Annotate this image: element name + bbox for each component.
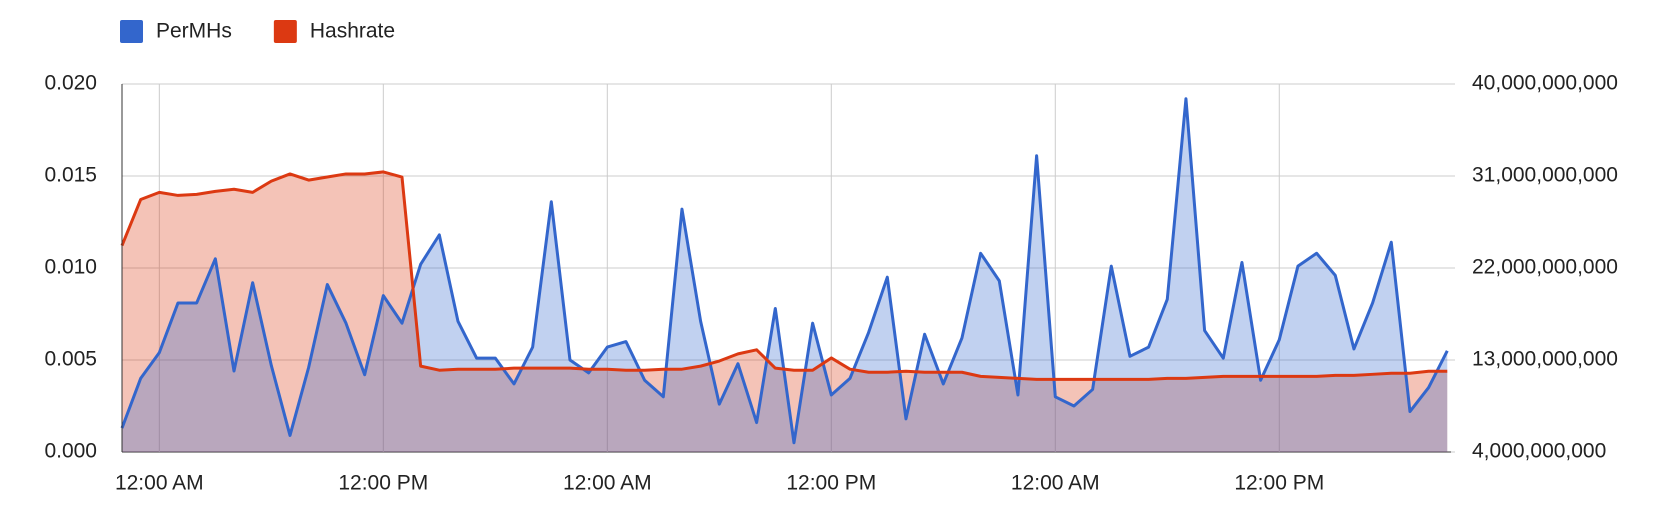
- legend-label: PerMHs: [156, 20, 232, 43]
- line: [120, 170, 1448, 381]
- y-tick-label: 0.010: [44, 256, 97, 279]
- y2-tick-label: 4,000,000,000: [1472, 440, 1606, 463]
- x-tick-label: 12:00 AM: [563, 472, 652, 495]
- area: [122, 171, 1448, 452]
- y-tick-label: 0.015: [44, 164, 97, 187]
- y-tick-label: 0.005: [44, 348, 97, 371]
- y2-tick-label: 40,000,000,000: [1472, 72, 1618, 95]
- x-tick-label: 12:00 PM: [1234, 472, 1324, 495]
- legend-label: Hashrate: [310, 20, 395, 43]
- y2-tick-label: 13,000,000,000: [1472, 348, 1618, 371]
- area: [122, 98, 1448, 452]
- x-tick-label: 12:00 PM: [338, 472, 428, 495]
- x-tick-label: 12:00 PM: [786, 472, 876, 495]
- y2-tick-label: 31,000,000,000: [1472, 164, 1618, 187]
- y2-tick-label: 22,000,000,000: [1472, 256, 1618, 279]
- line: [120, 97, 1449, 445]
- x-tick-label: 12:00 AM: [1011, 472, 1100, 495]
- x-tick-label: 12:00 AM: [115, 472, 204, 495]
- y-tick-label: 0.000: [44, 440, 97, 463]
- legend-swatch: [273, 20, 297, 43]
- y-tick-label: 0.020: [44, 72, 97, 95]
- legend-swatch: [120, 20, 143, 43]
